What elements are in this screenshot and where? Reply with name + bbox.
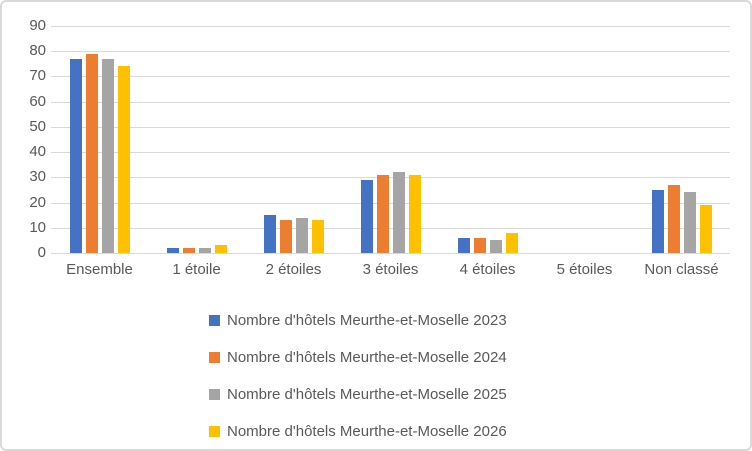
bar bbox=[295, 217, 308, 253]
gridline bbox=[51, 51, 730, 53]
bar-group bbox=[633, 26, 730, 253]
gridline bbox=[51, 227, 730, 229]
gridline bbox=[51, 76, 730, 78]
bar bbox=[392, 172, 405, 253]
bar bbox=[457, 237, 470, 253]
y-tick-label: 80 bbox=[29, 42, 46, 60]
x-category-label: Ensemble bbox=[66, 261, 133, 278]
bar bbox=[101, 58, 114, 253]
legend-label: Nombre d'hôtels Meurthe-et-Moselle 2026 bbox=[227, 423, 507, 440]
bar bbox=[473, 237, 486, 253]
x-category-label: 3 étoiles bbox=[362, 261, 419, 278]
gridline bbox=[51, 126, 730, 128]
legend-item: Nombre d'hôtels Meurthe-et-Moselle 2025 bbox=[209, 386, 507, 403]
y-tick-label: 50 bbox=[29, 117, 46, 135]
bar bbox=[311, 220, 324, 253]
legend: Nombre d'hôtels Meurthe-et-Moselle 2023 N… bbox=[209, 312, 507, 440]
bar bbox=[683, 192, 696, 253]
bar bbox=[667, 184, 680, 253]
x-category-label: 5 étoiles bbox=[556, 261, 613, 278]
x-category-label: Non classé bbox=[644, 261, 719, 278]
legend-label: Nombre d'hôtels Meurthe-et-Moselle 2024 bbox=[227, 349, 507, 366]
gridline bbox=[51, 202, 730, 204]
y-tick-label: 30 bbox=[29, 168, 46, 186]
bar bbox=[263, 215, 276, 253]
bar bbox=[489, 240, 502, 253]
bar-group bbox=[439, 26, 536, 253]
bar bbox=[214, 245, 227, 253]
gridline bbox=[51, 152, 730, 154]
bar-group bbox=[51, 26, 148, 253]
legend-item: Nombre d'hôtels Meurthe-et-Moselle 2024 bbox=[209, 349, 507, 366]
y-tick-label: 0 bbox=[37, 244, 46, 261]
x-category-label: 2 étoiles bbox=[265, 261, 322, 278]
gridline bbox=[51, 26, 730, 27]
bar bbox=[166, 247, 179, 253]
bar bbox=[69, 58, 82, 253]
y-tick-label: 90 bbox=[29, 17, 46, 34]
bar bbox=[117, 66, 130, 253]
y-tick-label: 20 bbox=[29, 193, 46, 211]
y-tick-label: 10 bbox=[29, 218, 46, 236]
legend-marker-icon bbox=[209, 352, 220, 363]
bar-group bbox=[342, 26, 439, 253]
bar bbox=[505, 232, 518, 253]
bar bbox=[651, 189, 664, 253]
legend-marker-icon bbox=[209, 315, 220, 326]
x-axis-line bbox=[51, 253, 730, 254]
x-category-label: 4 étoiles bbox=[459, 261, 516, 278]
legend-marker-icon bbox=[209, 426, 220, 437]
legend-marker-icon bbox=[209, 389, 220, 400]
y-tick-label: 40 bbox=[29, 143, 46, 161]
bar bbox=[198, 247, 211, 253]
bar bbox=[85, 53, 98, 253]
legend-item: Nombre d'hôtels Meurthe-et-Moselle 2023 bbox=[209, 312, 507, 329]
bar bbox=[376, 174, 389, 253]
legend-label: Nombre d'hôtels Meurthe-et-Moselle 2023 bbox=[227, 312, 507, 329]
plot-area bbox=[51, 26, 730, 254]
legend-item: Nombre d'hôtels Meurthe-et-Moselle 2026 bbox=[209, 423, 507, 440]
bar bbox=[408, 174, 421, 253]
gridline bbox=[51, 177, 730, 179]
bar-group bbox=[148, 26, 245, 253]
bar-group bbox=[245, 26, 342, 253]
bar bbox=[360, 179, 373, 253]
bar bbox=[279, 220, 292, 253]
bar bbox=[182, 247, 195, 253]
bar bbox=[699, 205, 712, 253]
y-tick-label: 60 bbox=[29, 92, 46, 110]
x-category-label: 1 étoile bbox=[172, 261, 221, 278]
legend-label: Nombre d'hôtels Meurthe-et-Moselle 2025 bbox=[227, 386, 507, 403]
bar-group bbox=[536, 26, 633, 253]
gridline bbox=[51, 101, 730, 103]
y-tick-label: 70 bbox=[29, 67, 46, 85]
